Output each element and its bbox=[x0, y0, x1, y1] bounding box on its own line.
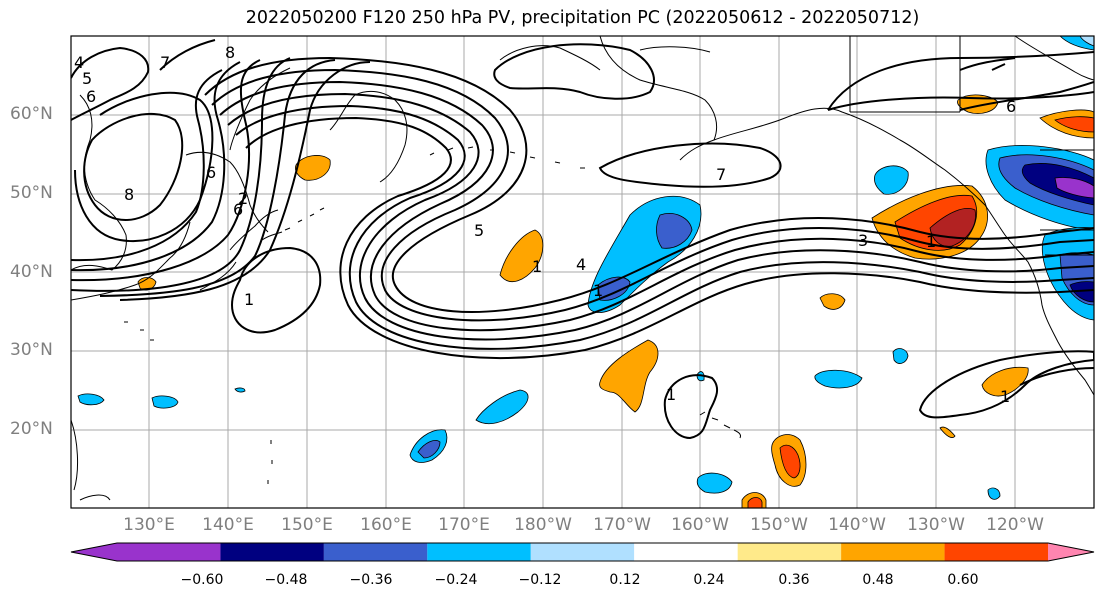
colorbar-segment bbox=[323, 543, 428, 561]
lon-label: 180°W bbox=[514, 515, 572, 535]
contour-label: 5 bbox=[82, 69, 92, 88]
lon-label: 150°W bbox=[750, 515, 808, 535]
map-frame bbox=[70, 35, 1095, 509]
lat-label: 60°N bbox=[10, 104, 53, 124]
colorbar-tick-label: −0.12 bbox=[518, 572, 562, 588]
precipitation-shading bbox=[77, 36, 1094, 508]
colorbar-outline bbox=[70, 542, 1095, 562]
contour-label: 6 bbox=[1006, 97, 1016, 116]
contour-label: 8 bbox=[225, 43, 235, 62]
lon-label: 130°E bbox=[123, 515, 175, 535]
colorbar-segment bbox=[220, 543, 324, 561]
colorbar-tick-label: −0.48 bbox=[264, 572, 308, 588]
lat-label: 50°N bbox=[10, 183, 53, 203]
colorbar-segment bbox=[634, 543, 738, 561]
colorbar-tick-label: 0.48 bbox=[862, 572, 894, 588]
contour-label: 1 bbox=[593, 281, 603, 300]
lon-label: 150°E bbox=[281, 515, 333, 535]
colorbar-segment bbox=[427, 543, 531, 561]
colorbar-segment bbox=[71, 543, 221, 561]
lat-label: 30°N bbox=[10, 340, 53, 360]
contour-label: 6 bbox=[206, 163, 216, 182]
colorbar-segment bbox=[944, 543, 1048, 561]
contour-label: 1 bbox=[666, 385, 676, 404]
lon-label: 130°W bbox=[907, 515, 965, 535]
contour-labels: 4 5 6 7 8 6 8 6 2 1 5 1 1 4 7 3 1 6 1 1 bbox=[74, 43, 1016, 406]
colorbar-segment bbox=[1048, 543, 1094, 561]
contour-label: 7 bbox=[160, 53, 170, 72]
contour-label: 4 bbox=[74, 53, 84, 72]
colorbar-tick-label: −0.60 bbox=[180, 572, 224, 588]
contour-label: 1 bbox=[244, 290, 254, 309]
map-title: 2022050200 F120 250 hPa PV, precipitatio… bbox=[245, 8, 920, 28]
pv-contours bbox=[71, 39, 1094, 440]
lon-label: 160°W bbox=[671, 515, 729, 535]
contour-label: 1 bbox=[1000, 387, 1010, 406]
colorbar-tick-label: 0.36 bbox=[778, 572, 810, 588]
contour-label: 8 bbox=[124, 185, 134, 204]
contour-label: 6 bbox=[233, 200, 243, 219]
lon-label: 170°W bbox=[593, 515, 651, 535]
contour-label: 1 bbox=[532, 257, 542, 276]
contour-label: 2 bbox=[238, 189, 248, 208]
colorbar-tick-label: −0.24 bbox=[434, 572, 478, 588]
lat-label: 40°N bbox=[10, 262, 53, 282]
contour-label: 7 bbox=[716, 165, 726, 184]
colorbar-tick-label: 0.60 bbox=[947, 572, 979, 588]
contour-label: 3 bbox=[858, 231, 868, 250]
lon-label: 160°E bbox=[360, 515, 412, 535]
contour-label: 6 bbox=[86, 87, 96, 106]
colorbar-tick-label: −0.36 bbox=[349, 572, 393, 588]
contour-label: 1 bbox=[926, 232, 936, 251]
colorbar-tick-label: 0.24 bbox=[693, 572, 725, 588]
lon-label: 140°E bbox=[202, 515, 254, 535]
lon-label: 120°W bbox=[986, 515, 1044, 535]
lon-label: 140°W bbox=[828, 515, 886, 535]
colorbar-tick-label: 0.12 bbox=[609, 572, 641, 588]
contour-label: 5 bbox=[474, 221, 484, 240]
lon-label: 170°E bbox=[438, 515, 490, 535]
colorbar-segment bbox=[737, 543, 842, 561]
lat-label: 20°N bbox=[10, 419, 53, 439]
contour-label: 4 bbox=[576, 255, 586, 274]
colorbar-segment bbox=[841, 543, 945, 561]
colorbar-segment bbox=[530, 543, 635, 561]
